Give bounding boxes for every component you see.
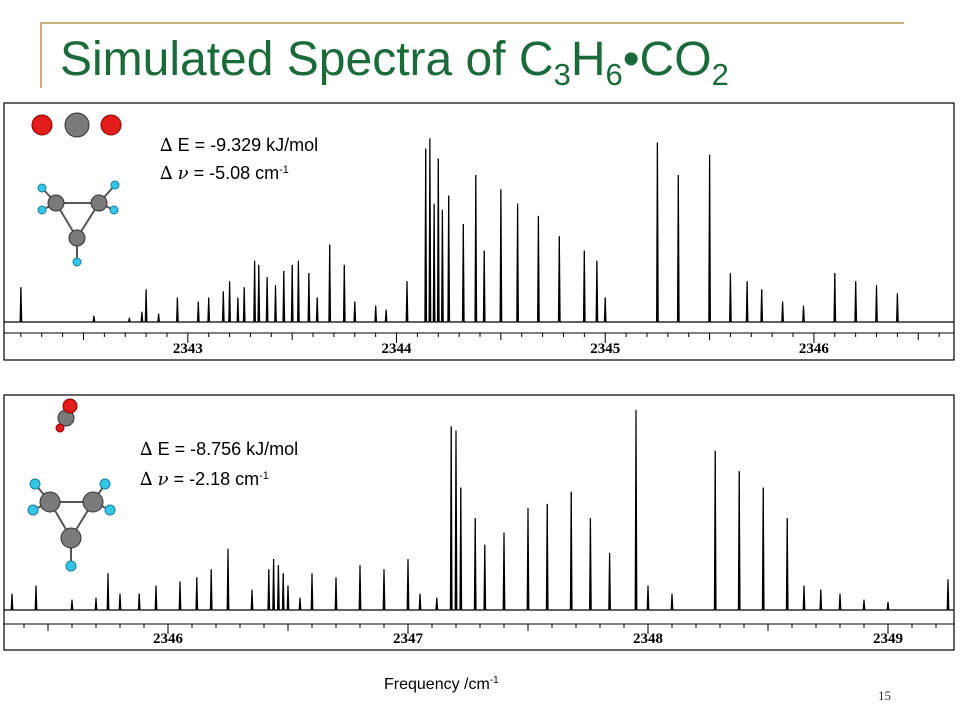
spectrum-chart-upper: 2343 2344 2345 2346 [3, 102, 955, 361]
nu-symbol: ν [177, 163, 189, 184]
oxygen-atom-icon [62, 398, 78, 414]
title-sub-2: 2 [711, 57, 729, 92]
shift-label: = -5.08 cm [193, 163, 280, 183]
spectrum-panel-lower: 2346 2347 2348 2349 ∆ E = -8.756 kJ/mo [0, 392, 960, 682]
spectrum-trace [4, 410, 954, 611]
hydrogen-atom-icon [110, 180, 120, 190]
energy-label: E = -9.329 kJ/mol [177, 135, 319, 155]
hydrogen-atom-icon [37, 205, 47, 215]
carbon-atom-icon [82, 491, 104, 513]
hydrogen-atom-icon [72, 257, 82, 267]
hydrogen-atom-icon [65, 560, 77, 572]
x-axis-label-text: Frequency /cm [384, 676, 490, 693]
nu-symbol: ν [157, 469, 169, 490]
x-tick-label: 2348 [633, 631, 663, 647]
title-frame-left [40, 22, 42, 88]
hydrogen-atom-icon [27, 504, 39, 516]
title-co: •CO [622, 33, 712, 86]
carbon-atom-icon [90, 194, 108, 212]
co2-molecule-upper [31, 112, 122, 138]
x-tick-label: 2345 [590, 341, 620, 357]
title-main: Simulated Spectra of C [60, 33, 554, 86]
x-tick-label: 2344 [382, 341, 413, 357]
carbon-atom-icon [60, 527, 82, 549]
slide-title: Simulated Spectra of C3H6•CO2 [60, 30, 729, 95]
spectrum-panel-upper: 2343 2344 2345 2346 ∆ E = -9.329 kJ/mol ∆ ν [0, 100, 960, 390]
plot-frame [3, 102, 955, 361]
x-tick-label: 2346 [153, 631, 184, 647]
carbon-atom-icon [47, 194, 65, 212]
cyclopropane-molecule-lower [27, 478, 116, 572]
x-tick-label: 2346 [799, 341, 830, 357]
spectrum-chart-lower: 2346 2347 2348 2349 [3, 394, 955, 651]
carbon-atom-icon [64, 112, 90, 138]
shift-label: = -2.18 cm [173, 469, 260, 489]
hydrogen-atom-icon [104, 504, 116, 516]
cyclopropane-molecule-upper [37, 180, 120, 267]
hydrogen-atom-icon [29, 478, 41, 490]
title-sub-6: 6 [605, 57, 623, 92]
x-tick-label: 2347 [393, 631, 424, 647]
hydrogen-atom-icon [37, 183, 47, 193]
oxygen-atom-icon [55, 423, 65, 433]
spectrum-trace [4, 138, 954, 323]
oxygen-atom-icon [100, 114, 122, 136]
delta-symbol: ∆ [140, 469, 153, 490]
co2-molecule-lower [55, 398, 78, 433]
delta-symbol: ∆ [160, 135, 173, 156]
energy-annotation-lower: ∆ E = -8.756 kJ/mol [140, 436, 298, 463]
shift-unit-sup: -1 [279, 164, 289, 176]
delta-symbol: ∆ [140, 439, 153, 460]
oxygen-atom-icon [31, 114, 53, 136]
energy-label: E = -8.756 kJ/mol [157, 439, 299, 459]
energy-annotation-upper: ∆ E = -9.329 kJ/mol [160, 132, 318, 159]
x-axis-label: Frequency /cm-1 [384, 675, 499, 694]
delta-symbol: ∆ [160, 163, 173, 184]
carbon-atom-icon [68, 229, 86, 247]
title-sub-3: 3 [553, 57, 571, 92]
plot-frame [3, 394, 955, 651]
title-frame-top [40, 22, 904, 24]
shift-annotation-lower: ∆ ν = -2.18 cm-1 [140, 466, 269, 495]
x-axis-label-sup: -1 [489, 675, 499, 686]
title-h: H [570, 33, 606, 86]
shift-annotation-upper: ∆ ν = -5.08 cm-1 [160, 160, 289, 189]
page-number: 15 [878, 688, 891, 703]
carbon-atom-icon [39, 491, 61, 513]
x-tick-label: 2349 [873, 631, 903, 647]
shift-unit-sup: -1 [259, 470, 269, 482]
hydrogen-atom-icon [109, 205, 119, 215]
x-tick-label: 2343 [173, 341, 203, 357]
hydrogen-atom-icon [99, 478, 111, 490]
